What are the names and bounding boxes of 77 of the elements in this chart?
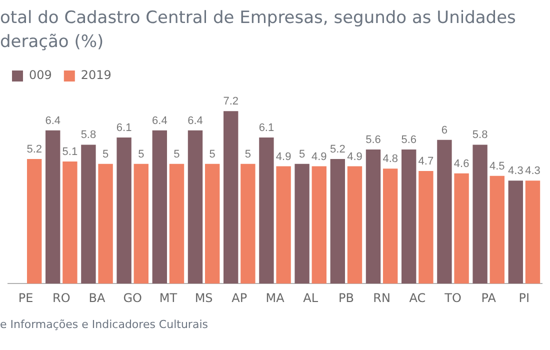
- x-tick-label: RN: [373, 290, 390, 305]
- data-label: 6.4: [152, 114, 168, 127]
- bar: [259, 138, 274, 284]
- bar: [134, 164, 148, 284]
- bar: [81, 144, 96, 284]
- x-tick-label: AC: [409, 290, 426, 305]
- legend-label: 009: [29, 68, 52, 82]
- data-label: 4.9: [347, 150, 362, 163]
- bar: [472, 144, 488, 284]
- x-tick-label: PB: [338, 290, 354, 305]
- bar: [330, 159, 346, 284]
- data-label: 6.1: [258, 122, 274, 134]
- bar: [26, 159, 42, 284]
- bar: [276, 166, 291, 284]
- data-label: 5: [138, 148, 144, 160]
- data-label: 4.9: [311, 150, 327, 163]
- x-tick-label: AP: [232, 290, 248, 305]
- bar: [525, 180, 540, 284]
- data-label: 5: [298, 148, 306, 160]
- x-tick-label: PA: [481, 290, 497, 305]
- data-label: 4.9: [276, 150, 292, 163]
- bar: [402, 149, 416, 284]
- data-label: 6.4: [188, 114, 203, 127]
- data-label: 5: [102, 148, 109, 160]
- data-label: 5.1: [62, 146, 78, 158]
- data-label: 5: [209, 148, 216, 160]
- data-label: 6.1: [116, 122, 132, 134]
- data-label: 6: [441, 124, 448, 136]
- bar: [188, 130, 203, 284]
- bar: [347, 166, 362, 284]
- text: e Informações e Indicadores Culturais: [0, 318, 208, 331]
- bar: [312, 166, 326, 284]
- data-label: 4.6: [454, 158, 470, 170]
- bar: [224, 111, 238, 284]
- data-label: 4.5: [489, 160, 505, 172]
- data-label: 5.8: [80, 129, 96, 142]
- data-label: 5.6: [366, 134, 381, 146]
- data-label: 5.6: [401, 134, 417, 146]
- chart-title: otal do Cadastro Central de Empresas, segundo as Unidades deração (%): [0, 7, 516, 54]
- bar: [366, 149, 381, 284]
- data-label: 6.4: [45, 114, 61, 127]
- bar: [169, 164, 184, 284]
- data-label: 5.8: [472, 129, 488, 142]
- bar: [437, 140, 452, 284]
- x-tick-label: TO: [444, 290, 462, 305]
- bar: [294, 164, 310, 284]
- x-tick-label: MT: [159, 290, 178, 305]
- legend-label: 2019: [80, 68, 112, 82]
- data-label: 4.3: [508, 165, 524, 178]
- x-tick-label: AL: [303, 290, 318, 305]
- bar: [62, 161, 78, 284]
- bar: [204, 164, 220, 284]
- data-label: 5: [244, 148, 252, 160]
- x-tick-label: PE: [18, 290, 34, 305]
- bar: [116, 138, 132, 284]
- bar: [508, 180, 524, 284]
- bar: [240, 164, 256, 284]
- x-tick-label: RO: [52, 290, 70, 305]
- x-tick-label: GO: [123, 290, 142, 305]
- bar: [454, 173, 469, 284]
- data-label: 4.3: [525, 165, 540, 178]
- x-tick-label: MA: [266, 290, 286, 305]
- bar: [98, 164, 113, 284]
- data-label: 4.8: [382, 153, 398, 166]
- x-tick-label: BA: [88, 290, 106, 305]
- bar: [490, 176, 504, 284]
- bar: [382, 168, 398, 284]
- data-label: 5.2: [26, 144, 42, 156]
- x-tick-label: PI: [518, 290, 530, 305]
- data-label: 4.7: [418, 156, 434, 168]
- bar: [152, 130, 168, 284]
- data-label: 5: [174, 148, 180, 160]
- bar: [418, 171, 434, 284]
- x-tick-label: MS: [194, 290, 213, 305]
- data-label: 7.2: [223, 96, 239, 108]
- bar: [46, 130, 60, 284]
- data-label: 5.2: [330, 144, 346, 156]
